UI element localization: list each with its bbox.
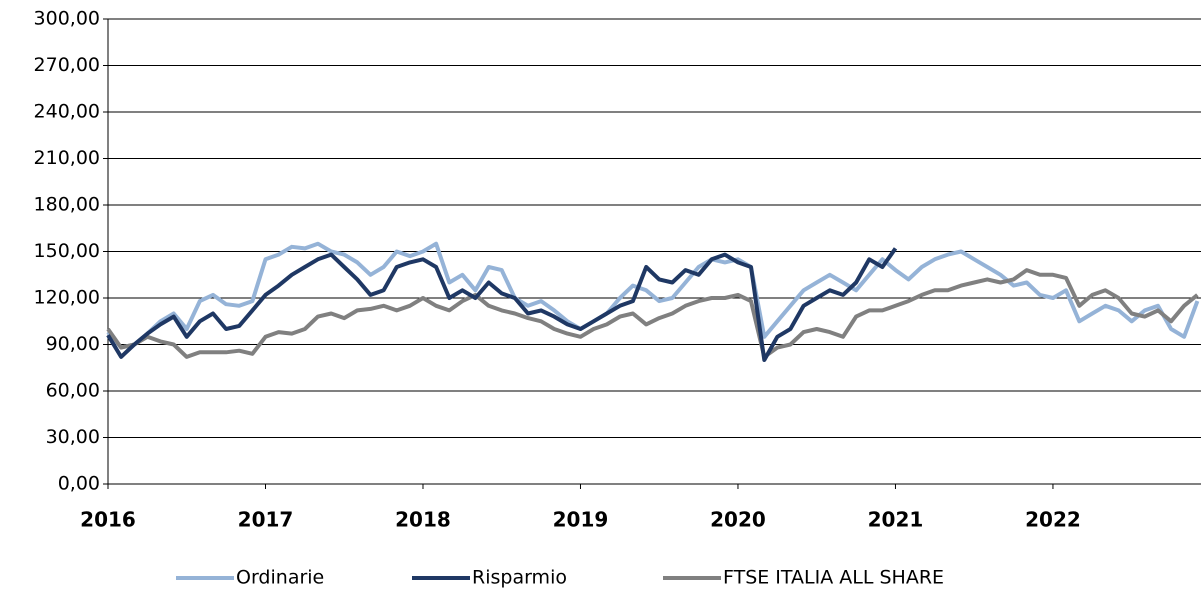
y-tick-label: 90,00 [46,333,100,355]
series-line [106,241,1200,350]
series-line [106,247,898,362]
x-tick-label: 2022 [1025,508,1081,532]
x-tick-label: 2019 [553,508,609,532]
y-tick-label: 300,00 [34,8,100,30]
y-tick-label: 150,00 [34,240,100,262]
y-tick-label: 30,00 [46,426,100,448]
y-tick-label: 240,00 [34,101,100,123]
y-tick-label: 60,00 [46,380,100,402]
y-tick-label: 270,00 [34,54,100,76]
legend-label: Ordinarie [236,567,324,589]
x-tick-label: 2017 [238,508,294,532]
y-tick-label: 180,00 [34,194,100,216]
x-tick-label: 2016 [80,508,136,532]
legend-label: FTSE ITALIA ALL SHARE [723,567,944,589]
y-tick-label: 210,00 [34,147,100,169]
series-line [106,268,1199,359]
y-tick-label: 0,00 [58,473,100,495]
legend-label: Risparmio [472,567,567,589]
x-tick-label: 2018 [395,508,451,532]
x-tick-label: 2020 [710,508,766,532]
x-tick-label: 2021 [868,508,924,532]
y-tick-label: 120,00 [34,287,100,309]
